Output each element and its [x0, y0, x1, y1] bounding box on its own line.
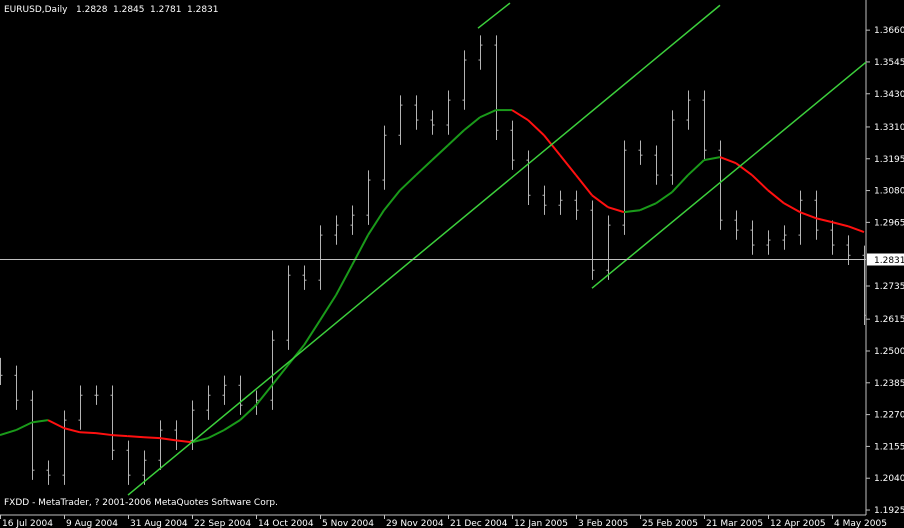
moving-average-segment — [159, 437, 177, 442]
moving-average-segment — [447, 129, 465, 146]
moving-average-segment — [111, 434, 129, 438]
x-tick-label: 4 May 2005 — [834, 519, 887, 528]
x-tick-label: 14 Oct 2004 — [258, 519, 314, 528]
moving-average-segment — [703, 156, 721, 162]
moving-average-segment — [367, 209, 385, 236]
x-tick-label: 21 Mar 2005 — [706, 519, 763, 528]
moving-average-segment — [463, 116, 481, 132]
moving-average-segment — [143, 436, 161, 440]
y-tick-label: 1.3545 — [874, 58, 904, 68]
y-tick-label: 1.2155 — [874, 442, 904, 452]
header-value: 1.2828 — [76, 5, 108, 15]
moving-average-segment — [255, 384, 273, 406]
moving-average-segment — [63, 427, 81, 434]
x-tick-label: 16 Jul 2004 — [2, 519, 53, 528]
moving-average-segment — [127, 435, 145, 439]
moving-average-segment — [239, 404, 257, 421]
y-tick-label: 1.3430 — [874, 90, 904, 100]
y-tick-label: 1.2615 — [874, 315, 904, 325]
header-value: 1.2831 — [187, 5, 219, 15]
y-tick-label: 1.2965 — [874, 218, 904, 228]
y-tick-label: 1.2040 — [874, 474, 904, 484]
y-tick-label: 1.3310 — [874, 123, 904, 133]
y-tick-label: 1.3080 — [874, 187, 904, 197]
moving-average-segment — [319, 294, 337, 321]
trend-line — [477, 2, 511, 29]
moving-average-segment — [479, 109, 497, 119]
x-tick-label: 9 Aug 2004 — [66, 519, 118, 528]
moving-average-segment — [831, 221, 849, 228]
x-tick-label: 22 Sep 2004 — [194, 519, 251, 528]
moving-average-segment — [783, 202, 801, 214]
moving-average-segment — [47, 419, 65, 430]
moving-average-segment — [223, 419, 241, 431]
y-tick-label: 1.2270 — [874, 411, 904, 421]
x-tick-label: 12 Jan 2005 — [514, 519, 568, 528]
moving-average-segment — [0, 429, 17, 437]
moving-average-segment — [527, 119, 545, 136]
x-tick-label: 29 Nov 2004 — [386, 519, 444, 528]
moving-average-segment — [399, 174, 417, 192]
moving-average-segment — [79, 431, 97, 435]
y-tick-label: 1.3195 — [874, 155, 904, 165]
moving-average-segment — [735, 162, 753, 176]
moving-average-segment — [671, 174, 689, 193]
header-value: 1.2845 — [113, 5, 145, 15]
moving-average-segment — [639, 202, 657, 212]
last-price-box — [867, 253, 904, 266]
header-value: 1.2781 — [150, 5, 182, 15]
moving-average-segment — [815, 217, 833, 224]
x-tick-label: 12 Apr 2005 — [770, 519, 826, 528]
moving-average-segment — [303, 319, 321, 346]
y-tick-label: 1.1925 — [874, 506, 904, 516]
symbol-label: EURUSD,Daily — [4, 5, 68, 15]
moving-average-segment — [271, 364, 289, 386]
x-tick-label: 5 Nov 2004 — [322, 519, 374, 528]
y-tick-label: 1.3660 — [874, 26, 904, 36]
last-price-label: 1.2831 — [874, 256, 904, 266]
moving-average-segment — [191, 437, 209, 444]
moving-average-segment — [591, 194, 609, 208]
x-tick-label: 31 Aug 2004 — [130, 519, 188, 528]
moving-average-segment — [415, 159, 433, 176]
moving-average-segment — [655, 191, 673, 205]
moving-average-segment — [623, 209, 641, 214]
moving-average-segment — [175, 439, 193, 444]
moving-average-segment — [31, 419, 49, 424]
moving-average-segment — [687, 159, 705, 176]
y-tick-label: 1.2735 — [874, 282, 904, 292]
footer-text: FXDD - MetaTrader, ? 2001-2006 MetaQuote… — [4, 498, 278, 508]
moving-average-segment — [207, 429, 225, 440]
moving-average-segment — [511, 109, 529, 121]
moving-average-segment — [607, 206, 625, 214]
moving-average-segment — [559, 154, 577, 176]
moving-average-segment — [719, 156, 737, 165]
x-tick-label: 25 Feb 2005 — [642, 519, 698, 528]
moving-average-segment — [575, 174, 593, 196]
moving-average-segment — [799, 211, 817, 220]
y-tick-label: 1.2500 — [874, 347, 904, 357]
moving-average-segment — [335, 264, 353, 296]
x-tick-label: 21 Dec 2004 — [450, 519, 508, 528]
moving-average-segment — [847, 225, 865, 233]
moving-average-segment — [767, 189, 785, 205]
moving-average-segment — [383, 189, 401, 211]
moving-average-segment — [751, 174, 769, 192]
moving-average-segment — [351, 234, 369, 266]
trend-line — [591, 61, 867, 289]
x-tick-label: 3 Feb 2005 — [578, 519, 628, 528]
moving-average-segment — [95, 432, 113, 437]
moving-average-segment — [431, 144, 449, 161]
moving-average-segment — [15, 421, 33, 431]
trend-line — [127, 4, 721, 496]
y-tick-label: 1.2385 — [874, 379, 904, 389]
